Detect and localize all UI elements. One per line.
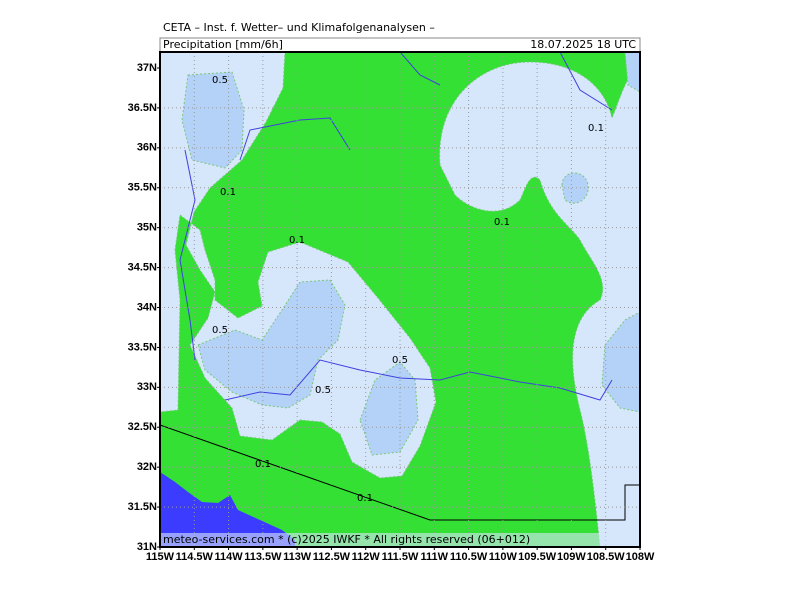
contour-label: 0.5 (212, 75, 228, 86)
contour-label: 0.1 (289, 235, 305, 246)
lat-label: 31.5N (128, 501, 157, 513)
lon-label: 109W (557, 551, 586, 563)
lat-label: 35.5N (128, 182, 157, 194)
river (179, 52, 613, 401)
precip-core (181, 71, 245, 169)
contour-label: 0.1 (255, 459, 271, 470)
footer-bg (160, 533, 640, 547)
lon-label: 113.5W (244, 551, 282, 563)
lat-label: 34N (137, 301, 157, 313)
sea (160, 472, 295, 547)
lon-label: 113W (283, 551, 312, 563)
contour-label: 0.5 (212, 325, 228, 336)
subtitle: Precipitation [mm/6h] (163, 38, 283, 51)
lon-label: 108W (626, 551, 655, 563)
lat-label: 37N (137, 62, 157, 74)
lat-label: 36.5N (128, 102, 157, 114)
border (160, 424, 640, 521)
grid (160, 52, 640, 547)
contour-label: 0.5 (392, 355, 408, 366)
lon-label: 115W (146, 551, 175, 563)
lat-label: 35N (137, 222, 157, 234)
lat-label: 31N (137, 541, 157, 553)
lon-label: 110.5W (450, 551, 488, 563)
lon-label: 108.5W (587, 551, 626, 563)
lat-label: 32.5N (128, 421, 157, 433)
footer: meteo-services.com * (c)2025 IWKF * All … (163, 533, 530, 546)
contour-label: 0.1 (357, 493, 373, 504)
lat-label: 36N (137, 142, 157, 154)
lat-label: 33N (137, 381, 157, 393)
precip-core (601, 311, 640, 413)
header-title: CETA – Inst. f. Wetter– und Klimafolgena… (163, 21, 435, 34)
lat-label: 32N (137, 461, 157, 473)
lon-label: 109.5W (518, 551, 557, 563)
lon-label: 111W (421, 551, 449, 563)
precip-core (359, 361, 419, 456)
valid-time: 18.07.2025 18 UTC (530, 38, 636, 51)
precip-zone-east (439, 52, 640, 547)
lon-label: 114W (215, 551, 244, 563)
map: meteo-services.com * (c)2025 IWKF * All … (160, 52, 640, 547)
contour-label: 0.1 (494, 217, 510, 228)
lon-label: 114.5W (176, 551, 214, 563)
axes: 37N 36.5N 36N 35.5N 35N 34.5N 34N 33.5N 33N 32.5N… (128, 62, 655, 563)
contour-label: 0.1 (220, 187, 236, 198)
lat-label: 34.5N (128, 261, 157, 273)
lon-label: 112W (352, 551, 381, 563)
precip-core (624, 52, 640, 93)
precip-core (561, 172, 589, 204)
contour-label: 0.1 (588, 123, 604, 134)
lon-label: 110W (489, 551, 518, 563)
precip-core (197, 279, 346, 409)
lon-label: 112.5W (313, 551, 351, 563)
contour-label: 0.5 (315, 385, 331, 396)
lon-label: 111.5W (382, 551, 419, 563)
lat-label: 33.5N (128, 341, 157, 353)
